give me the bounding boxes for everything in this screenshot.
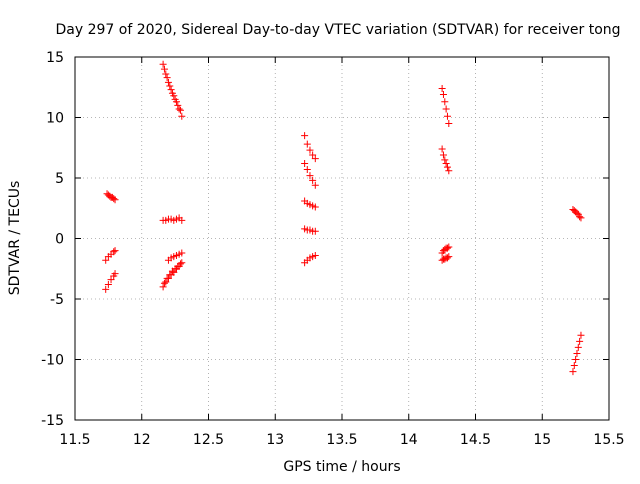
data-point-marker xyxy=(445,167,453,175)
data-point-marker xyxy=(311,203,319,211)
data-point-marker xyxy=(162,70,170,78)
data-point-marker xyxy=(178,216,186,224)
data-point-marker xyxy=(439,151,447,159)
data-point-marker xyxy=(569,368,577,376)
y-axis-label: SDTVAR / TECUs xyxy=(7,181,23,296)
data-point-marker xyxy=(445,243,453,251)
x-tick-label: 15 xyxy=(533,432,551,448)
y-tick-label: -5 xyxy=(50,292,64,308)
data-point-marker xyxy=(572,356,580,363)
data-point-marker xyxy=(442,159,450,167)
data-point-marker xyxy=(438,145,446,153)
y-tick-labels: -15 -10 -5 0 5 10 15 xyxy=(41,50,64,429)
data-point-marker xyxy=(159,283,167,291)
x-tick-label: 11.5 xyxy=(59,432,90,448)
data-point-marker xyxy=(175,105,183,113)
data-point-marker xyxy=(166,271,174,279)
data-point-marker xyxy=(102,285,110,293)
data-point-marker xyxy=(443,244,451,252)
data-point-marker xyxy=(163,74,171,82)
data-points xyxy=(102,60,585,376)
x-tick-label: 14 xyxy=(400,432,418,448)
x-tick-labels: 11.5 12 12.5 13 13.5 14 14.5 15 15.5 xyxy=(59,432,624,448)
data-point-marker xyxy=(311,251,319,259)
data-point-marker xyxy=(176,260,184,268)
data-point-marker xyxy=(111,196,119,204)
data-point-marker xyxy=(301,159,309,167)
data-point-marker xyxy=(170,268,178,276)
data-point-marker xyxy=(442,105,450,113)
data-point-marker xyxy=(178,249,186,257)
x-tick-label: 13 xyxy=(266,432,284,448)
data-point-marker xyxy=(441,98,449,106)
data-point-marker xyxy=(311,181,319,189)
data-point-marker xyxy=(160,279,168,287)
x-tick-label: 14.5 xyxy=(460,432,491,448)
data-point-marker xyxy=(576,213,584,221)
axis-ticks xyxy=(74,56,610,421)
data-point-marker xyxy=(573,349,581,357)
data-point-marker xyxy=(178,112,186,120)
data-point-marker xyxy=(167,86,175,94)
x-tick-label: 15.5 xyxy=(593,432,624,448)
data-point-marker xyxy=(438,84,446,92)
data-point-marker xyxy=(303,140,311,148)
data-point-marker xyxy=(107,276,115,284)
data-point-marker xyxy=(577,214,585,222)
data-point-marker xyxy=(443,112,451,120)
data-point-marker xyxy=(441,156,449,164)
data-point-marker xyxy=(439,91,447,99)
data-point-marker xyxy=(166,82,174,90)
data-point-marker xyxy=(174,101,182,109)
chart-title: Day 297 of 2020, Sidereal Day-to-day VTE… xyxy=(55,22,620,38)
x-tick-label: 13.5 xyxy=(326,432,357,448)
y-tick-label: -10 xyxy=(41,353,64,369)
x-tick-label: 12.5 xyxy=(193,432,224,448)
data-point-marker xyxy=(159,60,167,68)
data-point-marker xyxy=(168,89,176,97)
data-point-marker xyxy=(111,270,119,278)
data-point-marker xyxy=(570,362,578,370)
data-point-marker xyxy=(573,209,581,217)
grid-lines xyxy=(75,57,609,420)
data-point-marker xyxy=(111,247,119,255)
data-point-marker xyxy=(311,155,319,163)
data-point-marker xyxy=(104,280,112,288)
y-tick-label: -15 xyxy=(41,413,64,429)
y-tick-label: 15 xyxy=(46,50,64,66)
data-point-marker xyxy=(574,343,582,351)
data-point-marker xyxy=(576,337,584,345)
data-point-marker xyxy=(110,195,118,203)
data-point-marker xyxy=(162,278,170,286)
data-point-marker xyxy=(171,95,179,103)
data-point-marker xyxy=(160,65,168,73)
data-point-marker xyxy=(164,78,172,86)
data-point-marker xyxy=(443,254,451,262)
data-point-marker xyxy=(309,176,317,184)
data-point-marker xyxy=(445,253,453,261)
data-point-marker xyxy=(306,172,314,180)
y-tick-label: 10 xyxy=(46,111,64,127)
data-point-marker xyxy=(102,256,110,264)
data-point-marker xyxy=(445,120,453,128)
data-point-marker xyxy=(176,106,184,114)
data-point-marker xyxy=(309,151,317,159)
data-point-marker xyxy=(163,274,171,282)
x-axis-label: GPS time / hours xyxy=(283,459,400,475)
y-tick-label: 0 xyxy=(55,232,64,248)
data-point-marker xyxy=(311,227,319,235)
data-point-marker xyxy=(303,166,311,174)
data-point-marker xyxy=(443,163,451,171)
data-point-marker xyxy=(110,248,118,256)
x-tick-label: 12 xyxy=(133,432,151,448)
data-point-marker xyxy=(178,259,186,267)
data-point-marker xyxy=(577,331,585,339)
data-point-marker xyxy=(301,132,309,140)
data-point-marker xyxy=(306,146,314,154)
y-tick-label: 5 xyxy=(55,171,64,187)
